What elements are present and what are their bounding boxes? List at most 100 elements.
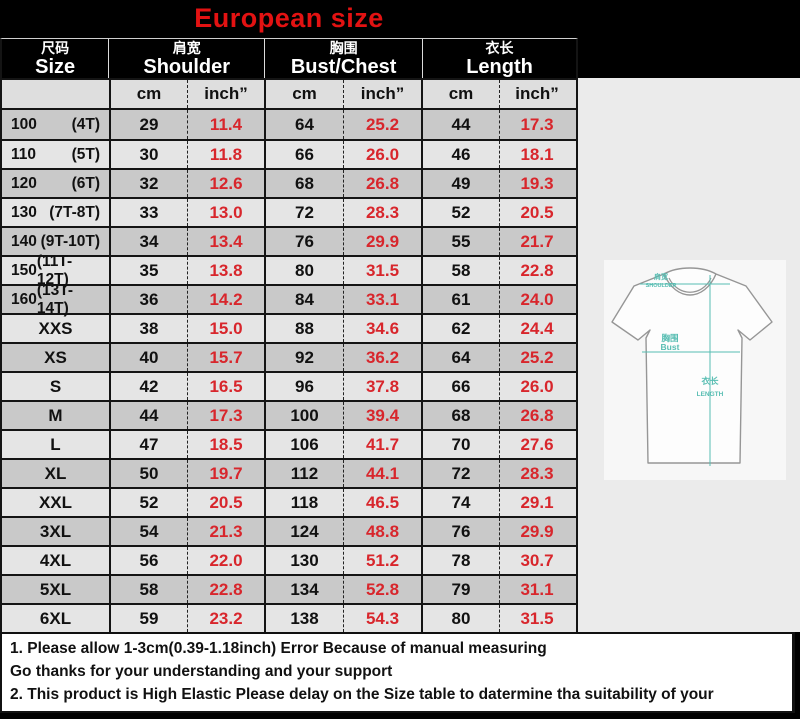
value-cm-cell: 58 xyxy=(421,257,499,284)
notes-section: 1. Please allow 1-3cm(0.39-1.18inch) Err… xyxy=(0,632,795,713)
table-row: 6XL 59 23.2 138 54.3 80 31.5 xyxy=(0,603,578,632)
size-label-cell: 130 (7T-8T) xyxy=(2,199,109,226)
shoulder-label-zh: 肩宽 xyxy=(653,272,668,281)
size-label: 3XL xyxy=(39,521,72,541)
age-label: (4T) xyxy=(71,115,100,133)
size-label: XS xyxy=(44,347,67,367)
size-label-cell: 110 (5T) xyxy=(2,141,109,168)
age-label: (6T) xyxy=(71,174,100,192)
size-label: 110 xyxy=(11,145,37,163)
table-row: M 44 17.3 100 39.4 68 26.8 xyxy=(0,400,578,429)
value-inch-cell: 29.9 xyxy=(499,518,574,545)
size-label: 140 xyxy=(11,232,37,250)
table-row: 110 (5T) 30 11.8 66 26.0 46 18.1 xyxy=(0,139,578,168)
value-cm-cell: 58 xyxy=(109,576,187,603)
value-inch-cell: 24.4 xyxy=(499,315,574,342)
size-label: 4XL xyxy=(39,550,72,570)
table-body: 100 (4T) 29 11.4 64 25.2 44 17.3 110 (5T) 30 11.8 66… xyxy=(0,110,578,632)
tshirt-outline xyxy=(611,267,773,464)
header-size: 尺码 Size xyxy=(2,39,108,78)
table-row: XS 40 15.7 92 36.2 64 25.2 xyxy=(0,342,578,371)
value-inch-cell: 26.8 xyxy=(343,170,421,197)
value-inch-cell: 37.8 xyxy=(343,373,421,400)
note-line-1: 1. Please allow 1-3cm(0.39-1.18inch) Err… xyxy=(10,639,547,657)
value-cm-cell: 78 xyxy=(421,547,499,574)
value-inch-cell: 12.6 xyxy=(187,170,264,197)
note-line-3: 2. This product is High Elastic Please d… xyxy=(10,685,714,703)
units-shoulder-cm: cm xyxy=(109,80,187,108)
shoulder-label-en: SHOULDER xyxy=(646,283,677,289)
value-inch-cell: 31.5 xyxy=(499,605,574,632)
value-cm-cell: 62 xyxy=(421,315,499,342)
size-label-cell: 5XL xyxy=(2,576,109,603)
value-cm-cell: 52 xyxy=(109,489,187,516)
table-row: 4XL 56 22.0 130 51.2 78 30.7 xyxy=(0,545,578,574)
size-table: 尺码 Size 肩宽 Shoulder 胸围 Bust/Chest 衣长 Len… xyxy=(0,38,578,632)
header-shoulder: 肩宽 Shoulder xyxy=(108,39,264,78)
header-bust-zh: 胸围 xyxy=(329,39,358,56)
value-inch-cell: 25.2 xyxy=(343,110,421,139)
value-inch-cell: 36.2 xyxy=(343,344,421,371)
table-row: XXS 38 15.0 88 34.6 62 24.4 xyxy=(0,313,578,342)
header-length-en: Length xyxy=(466,55,533,78)
header-bust-en: Bust/Chest xyxy=(290,55,397,78)
header-size-en: Size xyxy=(35,55,76,78)
value-cm-cell: 130 xyxy=(264,547,343,574)
value-inch-cell: 14.2 xyxy=(187,286,264,313)
value-cm-cell: 52 xyxy=(421,199,499,226)
size-label: 6XL xyxy=(39,608,72,628)
value-inch-cell: 26.0 xyxy=(343,141,421,168)
value-cm-cell: 66 xyxy=(264,141,343,168)
value-inch-cell: 13.0 xyxy=(187,199,264,226)
value-cm-cell: 106 xyxy=(264,431,343,458)
table-row: 100 (4T) 29 11.4 64 25.2 44 17.3 xyxy=(0,110,578,139)
value-inch-cell: 15.0 xyxy=(187,315,264,342)
value-inch-cell: 21.7 xyxy=(499,228,574,255)
header-length-zh: 衣长 xyxy=(485,39,514,56)
value-cm-cell: 76 xyxy=(421,518,499,545)
value-inch-cell: 13.8 xyxy=(187,257,264,284)
value-cm-cell: 61 xyxy=(421,286,499,313)
value-cm-cell: 96 xyxy=(264,373,343,400)
size-label-cell: 4XL xyxy=(2,547,109,574)
value-cm-cell: 36 xyxy=(109,286,187,313)
value-cm-cell: 56 xyxy=(109,547,187,574)
age-label: (7T-8T) xyxy=(49,203,100,221)
note-line-2: Go thanks for your understanding and you… xyxy=(10,662,393,680)
value-cm-cell: 34 xyxy=(109,228,187,255)
value-inch-cell: 18.5 xyxy=(187,431,264,458)
value-cm-cell: 38 xyxy=(109,315,187,342)
size-label-cell: XXS xyxy=(2,315,109,342)
units-length-inch: inch” xyxy=(499,80,574,108)
age-label: (9T-10T) xyxy=(40,232,100,250)
value-cm-cell: 112 xyxy=(264,460,343,487)
value-inch-cell: 22.8 xyxy=(499,257,574,284)
header-shoulder-en: Shoulder xyxy=(143,55,231,78)
value-cm-cell: 134 xyxy=(264,576,343,603)
length-label-en: LENGTH xyxy=(697,391,724,398)
value-inch-cell: 26.8 xyxy=(499,402,574,429)
table-row: 160 (13T-14T) 36 14.2 84 33.1 61 24.0 xyxy=(0,282,578,317)
value-cm-cell: 92 xyxy=(264,344,343,371)
value-inch-cell: 17.3 xyxy=(187,402,264,429)
value-cm-cell: 76 xyxy=(264,228,343,255)
size-label: XXL xyxy=(38,492,73,512)
size-label-cell: 140 (9T-10T) xyxy=(2,228,109,255)
header-bust: 胸围 Bust/Chest xyxy=(264,39,422,78)
value-cm-cell: 42 xyxy=(109,373,187,400)
value-inch-cell: 18.1 xyxy=(499,141,574,168)
size-label: S xyxy=(49,376,62,396)
value-cm-cell: 30 xyxy=(109,141,187,168)
value-inch-cell: 22.0 xyxy=(187,547,264,574)
diagram-panel: 肩宽 SHOULDER 胸围 Bust 衣长 LENGTH xyxy=(578,78,800,632)
size-label: 150 xyxy=(11,261,37,279)
value-cm-cell: 80 xyxy=(264,257,343,284)
value-cm-cell: 40 xyxy=(109,344,187,371)
size-label-cell: M xyxy=(2,402,109,429)
value-cm-cell: 44 xyxy=(421,110,499,139)
value-cm-cell: 54 xyxy=(109,518,187,545)
table-row: L 47 18.5 106 41.7 70 27.6 xyxy=(0,429,578,458)
table-row: S 42 16.5 96 37.8 66 26.0 xyxy=(0,371,578,400)
value-cm-cell: 72 xyxy=(264,199,343,226)
size-label: 120 xyxy=(11,174,37,192)
